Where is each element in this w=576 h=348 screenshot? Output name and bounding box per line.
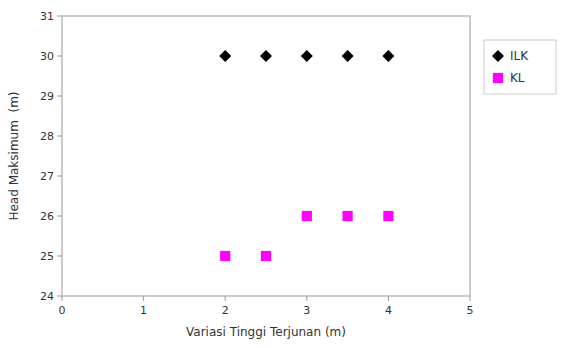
point xyxy=(382,50,394,62)
x-tick-label: 0 xyxy=(59,304,66,317)
point xyxy=(343,211,353,221)
y-axis: 24 25 26 27 28 29 30 31 xyxy=(40,10,62,303)
point xyxy=(302,211,312,221)
data-layer xyxy=(219,50,394,261)
x-tick xyxy=(225,296,226,301)
y-tick-label: 29 xyxy=(40,90,54,103)
point xyxy=(220,251,230,261)
y-tick xyxy=(57,16,62,17)
plot-frame xyxy=(62,16,470,296)
chart-container: 0 1 2 3 4 5 24 25 26 27 28 29 30 31 Variasi Tinggi Ter… xyxy=(0,0,576,348)
y-tick-label: 31 xyxy=(40,10,54,23)
y-tick-label: 27 xyxy=(40,170,54,183)
chart-svg: 0 1 2 3 4 5 24 25 26 27 28 29 30 31 Variasi Tinggi Ter… xyxy=(0,0,576,348)
legend-marker xyxy=(492,50,504,62)
legend-label: KL xyxy=(510,71,525,85)
point xyxy=(301,50,313,62)
x-tick-label: 1 xyxy=(140,304,147,317)
point xyxy=(219,50,231,62)
y-tick-label: 25 xyxy=(40,250,54,263)
series xyxy=(220,211,393,261)
legend-label: ILK xyxy=(510,49,529,63)
series xyxy=(219,50,394,62)
legend: ILK KL xyxy=(484,40,556,94)
x-tick-label: 2 xyxy=(222,304,229,317)
y-tick xyxy=(57,56,62,57)
y-tick xyxy=(57,216,62,217)
point xyxy=(261,251,271,261)
y-axis-label: Head Maksimum (m) xyxy=(7,91,21,220)
y-tick xyxy=(57,136,62,137)
x-axis: 0 1 2 3 4 5 xyxy=(59,296,474,317)
x-tick xyxy=(306,296,307,301)
x-tick xyxy=(62,296,63,301)
y-tick xyxy=(57,176,62,177)
y-tick xyxy=(57,256,62,257)
y-tick xyxy=(57,296,62,297)
legend-marker xyxy=(493,73,503,83)
point xyxy=(260,50,272,62)
x-axis-label: Variasi Tinggi Terjunan (m) xyxy=(186,325,346,339)
x-tick xyxy=(388,296,389,301)
x-tick xyxy=(143,296,144,301)
y-tick-label: 26 xyxy=(40,210,54,223)
legend-box xyxy=(484,40,556,94)
point xyxy=(383,211,393,221)
y-tick-label: 24 xyxy=(40,290,54,303)
x-tick-label: 3 xyxy=(303,304,310,317)
y-tick xyxy=(57,96,62,97)
x-tick-label: 4 xyxy=(385,304,392,317)
x-tick-label: 5 xyxy=(467,304,474,317)
x-tick xyxy=(470,296,471,301)
y-tick-label: 28 xyxy=(40,130,54,143)
y-tick-label: 30 xyxy=(40,50,54,63)
point xyxy=(342,50,354,62)
